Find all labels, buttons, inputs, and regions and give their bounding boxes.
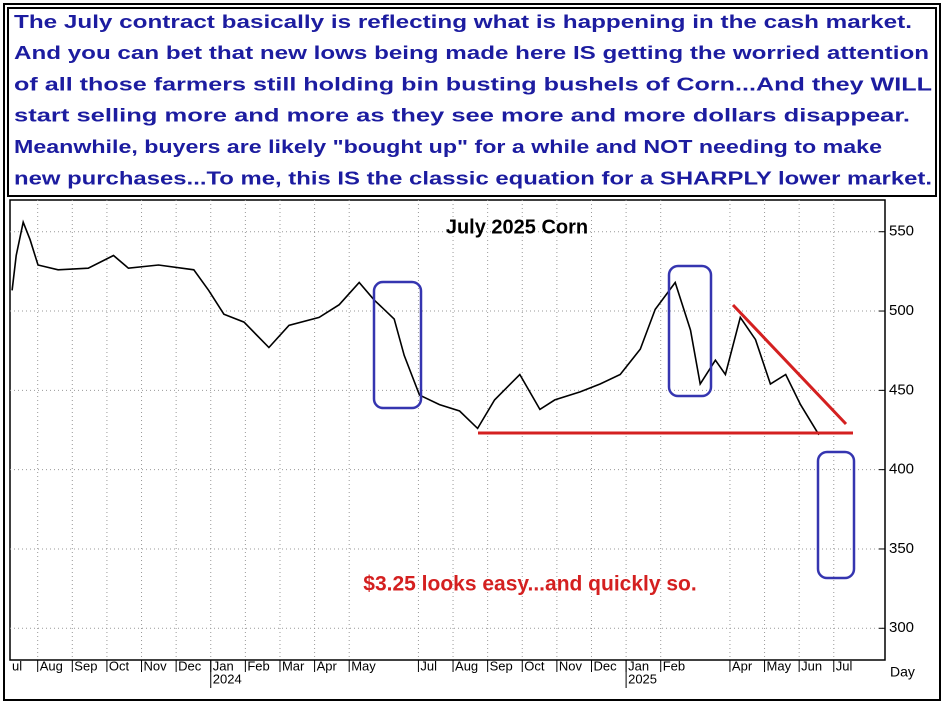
y-tick-label: 500: [889, 302, 914, 319]
x-tick-label: Aug: [455, 658, 478, 673]
header-line: And you can bet that new lows being made…: [14, 43, 929, 63]
header: The July contract basically is reflectin…: [14, 12, 932, 189]
grid: [10, 200, 885, 660]
x-tick-label: Apr: [317, 658, 338, 673]
x-tick-label: Jul: [420, 658, 437, 673]
year-label: 2025: [628, 671, 657, 686]
x-tick-label: May: [351, 658, 376, 673]
x-tick-label: Apr: [732, 658, 753, 673]
x-unit-label: Day: [890, 664, 915, 680]
highlight-box: [667, 264, 713, 398]
x-tick-label: ul: [12, 658, 22, 673]
y-tick-label: 300: [889, 619, 914, 636]
x-tick-label: Jun: [801, 658, 822, 673]
x-tick-label: Dec: [178, 658, 202, 673]
highlight-box: [372, 280, 423, 410]
x-tick-label: Dec: [593, 658, 617, 673]
x-tick-label: Jan: [628, 658, 649, 673]
x-tick-label: Feb: [247, 658, 269, 673]
x-tick-label: Mar: [282, 658, 305, 673]
price-line: [11, 219, 820, 436]
x-tick-label: Sep: [74, 658, 97, 673]
trend-line: [731, 303, 848, 426]
x-tick-label: Aug: [40, 658, 63, 673]
highlight-box: [816, 450, 856, 580]
axes: 300 350 400 450 500 550 ul Aug Sep Oct Nov Dec Jan Fe…: [12, 223, 914, 688]
header-box: [7, 7, 937, 197]
header-line: start selling more and more as they see …: [14, 106, 910, 126]
x-tick-label: Sep: [490, 658, 513, 673]
header-line: Meanwhile, buyers are likely "bought up"…: [14, 137, 882, 157]
annotation: $3.25 looks easy...and quickly so.: [363, 573, 696, 596]
x-tick-label: Jan: [213, 658, 234, 673]
header-line: of all those farmers still holding bin b…: [14, 74, 932, 94]
x-tick-label: Nov: [144, 658, 168, 673]
x-tick-label: Nov: [559, 658, 583, 673]
outer-frame: [3, 3, 941, 701]
x-tick-label: Jul: [836, 658, 853, 673]
header-line: The July contract basically is reflectin…: [14, 12, 912, 32]
x-tick-label: Feb: [663, 658, 685, 673]
y-tick-label: 550: [889, 223, 914, 240]
y-tick-label: 450: [889, 381, 914, 398]
x-tick-label: Oct: [524, 658, 545, 673]
x-tick-label: May: [767, 658, 792, 673]
y-tick-label: 350: [889, 540, 914, 557]
y-tick-label: 400: [889, 461, 914, 478]
year-label: 2024: [213, 671, 242, 686]
plot: [11, 219, 820, 436]
header-line: new purchases...To me, this IS the class…: [14, 168, 932, 188]
chart-title: July 2025 Corn: [446, 216, 588, 238]
x-tick-label: Oct: [109, 658, 130, 673]
plot-frame: [9, 199, 886, 661]
